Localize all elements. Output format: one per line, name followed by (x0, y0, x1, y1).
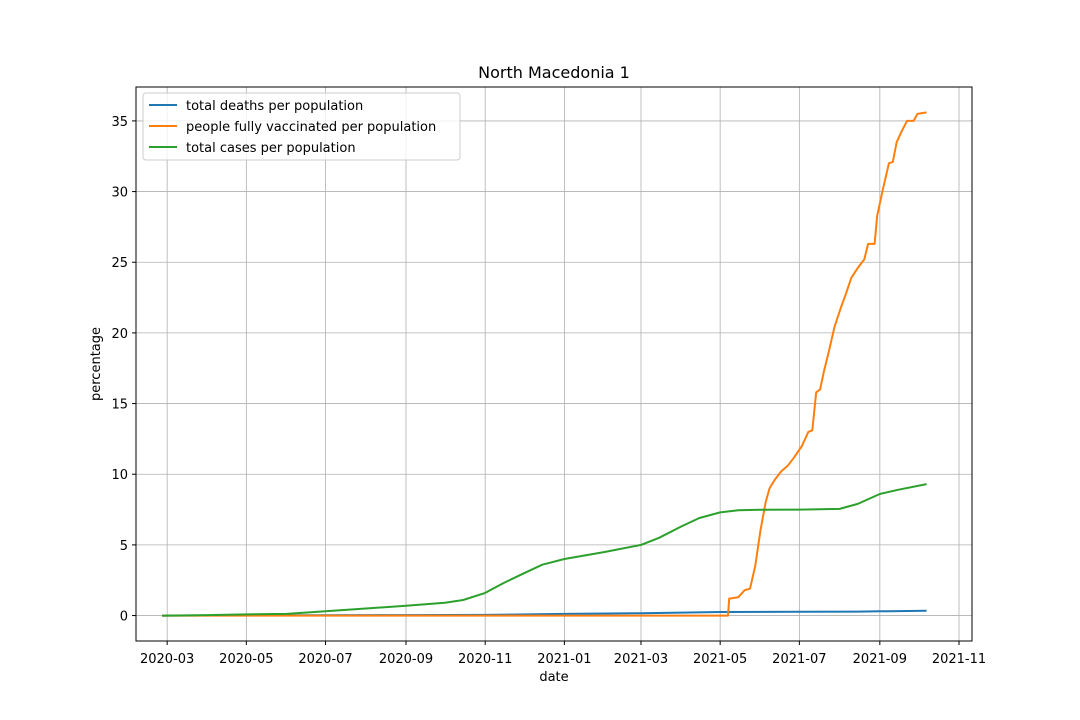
x-axis-label: date (539, 670, 568, 685)
y-tick-label: 15 (111, 398, 128, 413)
y-tick-label: 25 (111, 256, 128, 271)
legend-label: total deaths per population (186, 99, 363, 114)
legend-box (142, 92, 461, 161)
series-line-3 (161, 483, 927, 617)
x-tick-label: 2020-11 (458, 652, 512, 667)
y-tick-label: 0 (120, 610, 128, 625)
x-axis: 2020-03 2020-05 2020-07 2020-09 2020-11 2021-… (140, 641, 986, 667)
x-tick-label: 2020-03 (140, 652, 194, 667)
x-tick-label: 2021-11 (932, 652, 986, 667)
y-tick-label: 30 (111, 186, 128, 201)
series-line-2 (162, 111, 927, 617)
y-tick-label: 5 (120, 539, 128, 554)
x-tick-label: 2021-07 (772, 652, 826, 667)
grid-lines (136, 87, 972, 641)
x-tick-label: 2020-07 (298, 652, 352, 667)
y-tick-label: 10 (111, 468, 128, 483)
x-tick-label: 2021-05 (693, 652, 747, 667)
chart-title: North Macedonia 1 (478, 63, 630, 82)
x-tick-label: 2021-03 (614, 652, 668, 667)
y-axis: 0 5 10 15 20 25 30 35 (111, 115, 136, 625)
y-tick-label: 35 (111, 115, 128, 130)
x-tick-label: 2021-01 (537, 652, 591, 667)
series-layer (161, 111, 927, 617)
x-tick-label: 2020-05 (219, 652, 273, 667)
plot-frame (135, 86, 973, 642)
legend-label: people fully vaccinated per population (186, 120, 436, 135)
x-tick-label: 2020-09 (379, 652, 433, 667)
x-tick-label: 2021-09 (853, 652, 907, 667)
legend-label: total cases per population (186, 141, 356, 156)
legend: total deaths per population people fully … (142, 92, 461, 161)
y-tick-label: 20 (111, 327, 128, 342)
y-axis-label: percentage (89, 327, 104, 401)
